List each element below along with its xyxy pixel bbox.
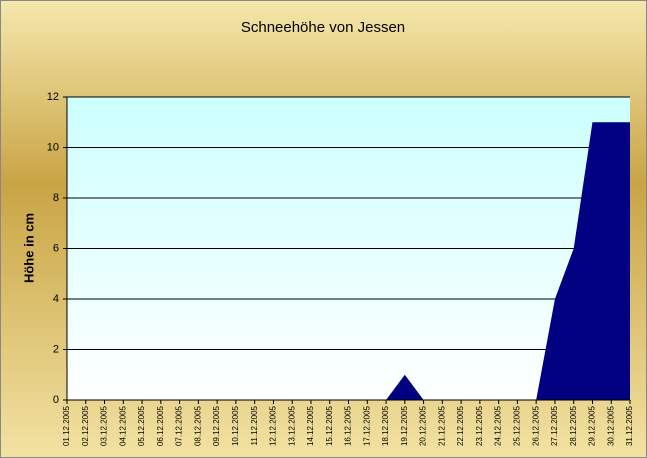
x-tick-label: 20.12.2005 — [419, 405, 428, 446]
x-tick-label: 07.12.2005 — [175, 405, 184, 446]
x-tick-label: 19.12.2005 — [400, 405, 409, 446]
x-tick-label: 28.12.2005 — [569, 405, 578, 446]
x-tick-label: 12.12.2005 — [269, 405, 278, 446]
x-tick-label: 01.12.2005 — [62, 405, 71, 446]
x-tick-label: 15.12.2005 — [325, 405, 334, 446]
area — [67, 122, 630, 400]
x-tick-label: 09.12.2005 — [212, 405, 221, 446]
chart-title: Schneehöhe von Jessen — [241, 19, 405, 36]
x-tick-label: 23.12.2005 — [475, 405, 484, 446]
x-tick-label: 17.12.2005 — [362, 405, 371, 446]
y-tick-label: 0 — [53, 394, 59, 406]
x-tick-label: 25.12.2005 — [513, 405, 522, 446]
x-tick-label: 29.12.2005 — [588, 405, 597, 446]
x-tick-label: 21.12.2005 — [437, 405, 446, 446]
x-tick-label: 24.12.2005 — [494, 405, 503, 446]
x-tick-label: 10.12.2005 — [231, 405, 240, 446]
x-tick-label: 02.12.2005 — [81, 405, 90, 446]
x-tick-label: 05.12.2005 — [137, 405, 146, 446]
x-tick-label: 22.12.2005 — [456, 405, 465, 446]
x-tick-label: 03.12.2005 — [100, 405, 109, 446]
x-tick-label: 06.12.2005 — [156, 405, 165, 446]
x-tick-label: 11.12.2005 — [250, 405, 259, 445]
y-tick-label: 4 — [53, 293, 59, 305]
y-tick-label: 12 — [47, 91, 59, 103]
x-tick-label: 04.12.2005 — [118, 405, 127, 446]
x-tick-label: 16.12.2005 — [344, 405, 353, 446]
x-tick-label: 30.12.2005 — [606, 405, 615, 446]
x-tick-label: 18.12.2005 — [381, 405, 390, 446]
y-tick-label: 10 — [47, 141, 59, 153]
x-tick-label: 14.12.2005 — [306, 405, 315, 446]
y-tick-label: 8 — [53, 192, 59, 204]
y-tick-label: 6 — [53, 242, 59, 254]
x-tick-label: 27.12.2005 — [550, 405, 559, 446]
x-tick-label: 26.12.2005 — [531, 405, 540, 446]
x-tick-label: 31.12.2005 — [625, 405, 634, 446]
y-tick-label: 2 — [53, 343, 59, 355]
y-axis-label: Höhe in cm — [21, 213, 36, 283]
x-tick-label: 13.12.2005 — [287, 405, 296, 446]
x-tick-label: 08.12.2005 — [193, 405, 202, 446]
